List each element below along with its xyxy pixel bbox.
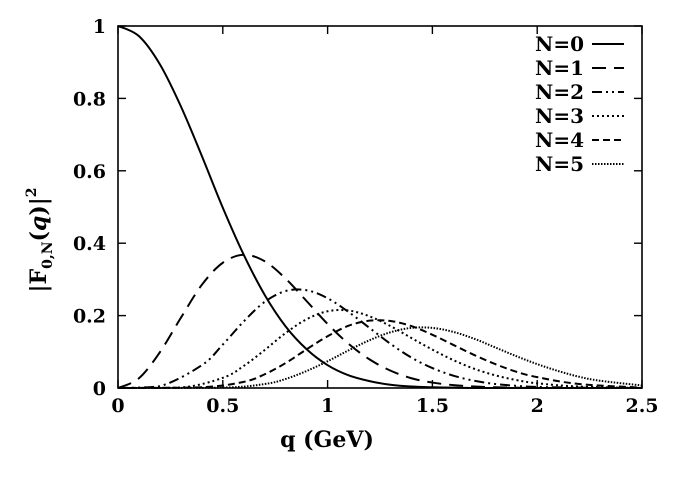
series-line-n0 (117, 25, 642, 389)
legend-label-n1: N=1 (535, 56, 584, 80)
y-tick-label: 0 (93, 378, 106, 400)
y-axis-title-sub: 0,N (40, 241, 56, 269)
x-tick-label: 0.5 (206, 395, 239, 417)
plot-frame (117, 25, 643, 389)
y-axis-title-vec: q (26, 216, 52, 231)
x-tick-label: 0 (111, 395, 124, 417)
y-axis-title: |F0,N(q)|2 (24, 187, 56, 292)
series-line-n5 (117, 326, 643, 389)
x-tick-label: 2 (531, 395, 544, 417)
y-axis-title-sup: 2 (24, 187, 40, 197)
x-tick-label: 1.5 (416, 395, 449, 417)
legend-label-n2: N=2 (535, 80, 584, 104)
y-tick-label: 0.2 (73, 306, 106, 328)
y-tick-label: 0.4 (73, 233, 106, 255)
y-axis-title-group: |F0,N(q)|2 (24, 187, 56, 292)
y-tick-label: 0.8 (73, 88, 106, 110)
x-tick-label: 2.5 (625, 395, 658, 417)
legend-label-n3: N=3 (535, 104, 584, 128)
legend-label-n4: N=4 (535, 128, 584, 152)
y-axis-title-lead: |F (26, 269, 52, 293)
x-axis-title: q (GeV) (280, 427, 374, 453)
x-tick-label: 1 (321, 395, 334, 417)
y-axis-title-mid: ( (26, 231, 52, 241)
y-tick-label: 0.6 (73, 161, 106, 183)
series-line-n1 (117, 253, 642, 389)
legend-label-n0: N=0 (535, 32, 584, 56)
y-axis-title-close: )| (26, 197, 52, 215)
series-line-n4 (117, 319, 643, 389)
legend-label-n5: N=5 (535, 152, 584, 176)
series-line-n2 (117, 288, 643, 389)
y-tick-label: 1 (93, 16, 106, 38)
